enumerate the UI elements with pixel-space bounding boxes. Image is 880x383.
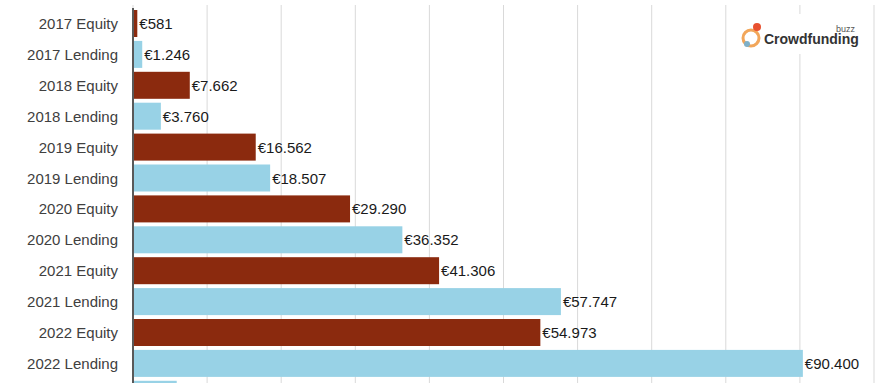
y-axis-line: [132, 8, 134, 383]
logo-text: buzz: [836, 24, 856, 34]
bar: [133, 319, 540, 346]
data-labels: €581 €1.246€7.662 €3.760 €16.562 €18.507 €29.…: [139, 15, 859, 372]
category-label: 2020 Equity: [39, 200, 119, 217]
logo: Crowdfundingbuzz: [733, 14, 863, 54]
category-label: 2019 Lending: [27, 170, 118, 187]
grid-line: [133, 5, 134, 383]
bar: [133, 226, 402, 253]
logo-icon: [743, 30, 759, 46]
bar: [133, 381, 177, 383]
data-label: €54.973: [542, 324, 596, 341]
category-label: 2017 Equity: [39, 15, 119, 32]
bar: [133, 41, 142, 68]
bar: [133, 350, 803, 377]
category-label: 2017 Lending: [27, 46, 118, 63]
grid-line: [799, 5, 800, 383]
category-label: 2022 Lending: [27, 355, 118, 372]
data-label: €3.760: [163, 108, 209, 125]
data-label: €18.507: [272, 170, 326, 187]
data-label: €581: [139, 15, 172, 32]
logo-bg: [733, 14, 863, 54]
logo-icon: [753, 23, 761, 31]
category-label: 2022 Equity: [39, 324, 119, 341]
category-label: 2018 Equity: [39, 77, 119, 94]
data-label: €29.290: [352, 200, 406, 217]
category-label: 2018 Lending: [27, 108, 118, 125]
bar: [133, 103, 161, 130]
logo-icon: [744, 41, 750, 47]
category-labels: 2017 Equity 2017 Lending 2018 Equity 2018 L…: [27, 15, 118, 372]
grid-line: [651, 5, 652, 383]
grid-line: [725, 5, 726, 383]
category-label: 2021 Lending: [27, 293, 118, 310]
bar: [133, 165, 270, 192]
chart: 2017 Equity 2017 Lending 2018 Equity 2018 L…: [0, 0, 880, 383]
bar: [133, 134, 256, 161]
grid: [133, 5, 874, 383]
data-label: €7.662: [192, 77, 238, 94]
data-label: €57.747: [563, 293, 617, 310]
grid-line: [874, 5, 875, 383]
bar: [133, 72, 190, 99]
data-label: €41.306: [441, 262, 495, 279]
bars: [133, 10, 803, 383]
data-label: €16.562: [258, 139, 312, 156]
category-label: 2021 Equity: [39, 262, 119, 279]
bar: [133, 195, 350, 222]
data-label: €1.246: [144, 46, 190, 63]
data-label: €90.400: [805, 355, 859, 372]
bar: [133, 257, 439, 284]
bar: [133, 288, 561, 315]
category-label: 2020 Lending: [27, 231, 118, 248]
data-label: €36.352: [404, 231, 458, 248]
category-label: 2019 Equity: [39, 139, 119, 156]
